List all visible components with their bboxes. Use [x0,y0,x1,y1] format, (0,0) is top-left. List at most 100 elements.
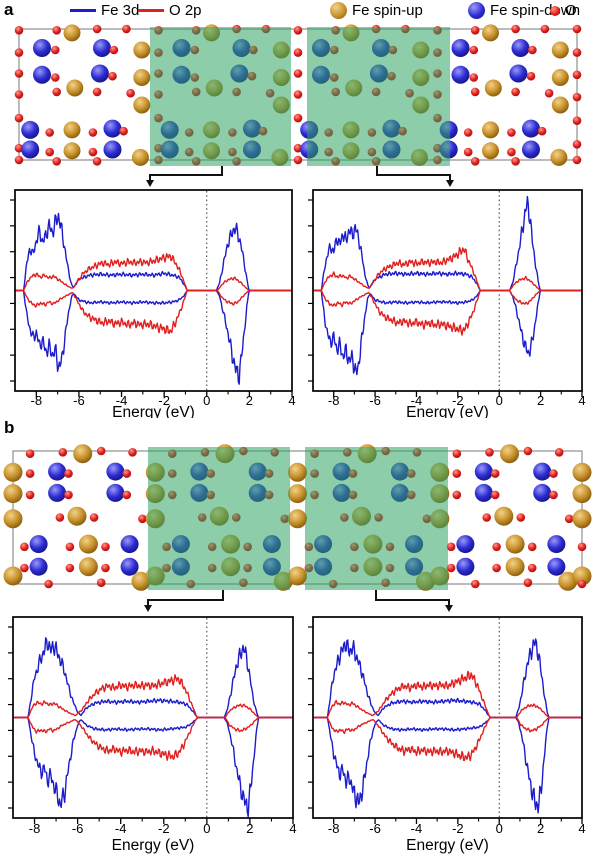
oxygen-atom [469,45,479,55]
oxygen-atom [511,87,520,97]
fe-spin-up-atom [3,509,23,529]
oxygen-atom [470,26,480,35]
oxygen-atom [463,147,473,157]
dos-plot-b-right: -8 -6 -4 -2 0 2 4 Energy (eV) [300,615,600,856]
fe-spin-up-atom [505,557,525,577]
series-fe-3d-spin-up [313,638,582,719]
oxygen-atom [492,542,501,552]
legend-label: O [565,2,577,19]
series-o-2p-spin-down [13,716,293,761]
oxygen-atom [572,92,582,102]
x-tick-label: -2 [452,821,464,836]
oxygen-atom [528,45,537,55]
arrowhead-icon [445,605,453,612]
fe-spin-up-atom [3,484,23,504]
oxygen-atom [470,87,480,97]
crystal-structure-a [14,24,582,187]
series-o-2p-spin-down [313,716,582,762]
fe-spin-down-atom [522,140,540,159]
oxygen-atom [92,24,102,34]
dos-plots-row-a: -8 -6 -4 -2 0 2 4 Energy (eV) -8 -6 -4 -2 0 2 4 Energy… [0,188,600,418]
x-tick-label: -6 [369,821,381,836]
fe-spin-up-atom [551,41,569,59]
oxygen-atom [126,88,135,98]
bracket-arrow-line [149,166,223,181]
fe-spin-down-atom [29,535,48,554]
fe-spin-up-atom [66,79,84,97]
fe-spin-up-atom [133,96,151,114]
oxygen-atom [45,147,54,157]
dos-chart-a-left: -8 -6 -4 -2 0 2 4 Energy (eV) [10,189,296,418]
fe-spin-up-atom [131,148,149,166]
x-axis-label: Energy (eV) [406,404,489,418]
x-tick-label: 0 [203,393,210,408]
oxygen-atom [507,128,516,137]
fe-spin-down-atom [48,483,67,502]
bracket-arrow-line [375,590,450,606]
oxygen-atom [52,87,61,97]
fe-spin-up-atom [482,24,499,42]
oxygen-atom [511,24,520,34]
oxygen-atom [96,446,106,456]
x-tick-label: -4 [115,821,127,836]
plot-frame [312,189,583,392]
fe-spin-up-atom [288,484,307,504]
fe-spin-down-atom [547,557,566,576]
oxygen-atom [51,45,60,55]
panel-b: b -8 -6 -4 -2 0 2 4 Energy (eV) -8 -6 -4 -2 0 2 4 Ener… [0,418,600,856]
series-o-2p-spin-up [313,670,582,719]
oxygen-atom [549,469,558,478]
oxygen-atom [293,69,303,78]
dos-chart-b-left: -8 -6 -4 -2 0 2 4 Energy (eV) [8,616,297,854]
fe-spin-up-atom [288,462,307,482]
oxygen-atom [101,563,110,573]
fe-spin-up-atom [572,462,592,482]
legend-label: O 2p [169,2,202,19]
dos-plot-a-left: -8 -6 -4 -2 0 2 4 Energy (eV) [0,188,300,418]
fe-spin-down-atom [474,462,493,481]
arrowhead-icon [446,180,454,187]
oxygen-atom [58,448,68,457]
series-fe-3d-spin-up [313,195,582,292]
oxygen-atom [25,469,35,478]
x-tick-label: -2 [158,393,170,408]
fe-spin-down-atom [456,535,475,554]
fe-spin-down-atom [29,557,48,576]
plot-frame [312,616,583,819]
oxygen-atom [511,157,520,166]
atoms-layer [3,444,592,591]
fe-spin-up-atom [288,509,307,529]
dos-chart-a-right: -8 -6 -4 -2 0 2 4 Energy (eV) [308,189,586,418]
oxygen-atom [293,26,303,35]
oxygen-dot-icon [550,5,560,16]
oxygen-atom [549,490,558,500]
x-tick-label: -4 [411,821,423,836]
fe-spin-up-atom [133,41,151,59]
oxygen-atom [572,116,582,125]
oxygen-atom [527,563,537,573]
oxygen-atom [470,157,480,166]
oxygen-atom [577,579,587,589]
highlighted-region-overlay [307,27,450,166]
dos-plot-a-right: -8 -6 -4 -2 0 2 4 Energy (eV) [300,188,600,418]
fe-spin-up-atom [3,566,23,586]
oxygen-atom [523,578,533,587]
fe-spin-up-atom [78,534,98,554]
oxygen-atom [516,513,526,522]
oxygen-atom [20,563,29,573]
x-axis-label: Energy (eV) [112,837,195,854]
highlighted-region-overlay [150,27,291,166]
plot-frame [14,189,293,392]
x-tick-label: 2 [537,821,544,836]
fe-spin-down-atom [33,39,51,57]
oxygen-atom [44,579,53,589]
oxygen-atom [14,113,24,123]
fe-spin-up-atom [482,142,499,160]
oxygen-atom [119,126,128,136]
x-tick-label: 4 [578,821,585,836]
fe-spin-down-atom [33,65,51,84]
legend-item-fe-spin-up: Fe spin-up [330,2,423,19]
fe-spin-up-atom [3,462,23,482]
oxygen-atom [527,542,537,552]
